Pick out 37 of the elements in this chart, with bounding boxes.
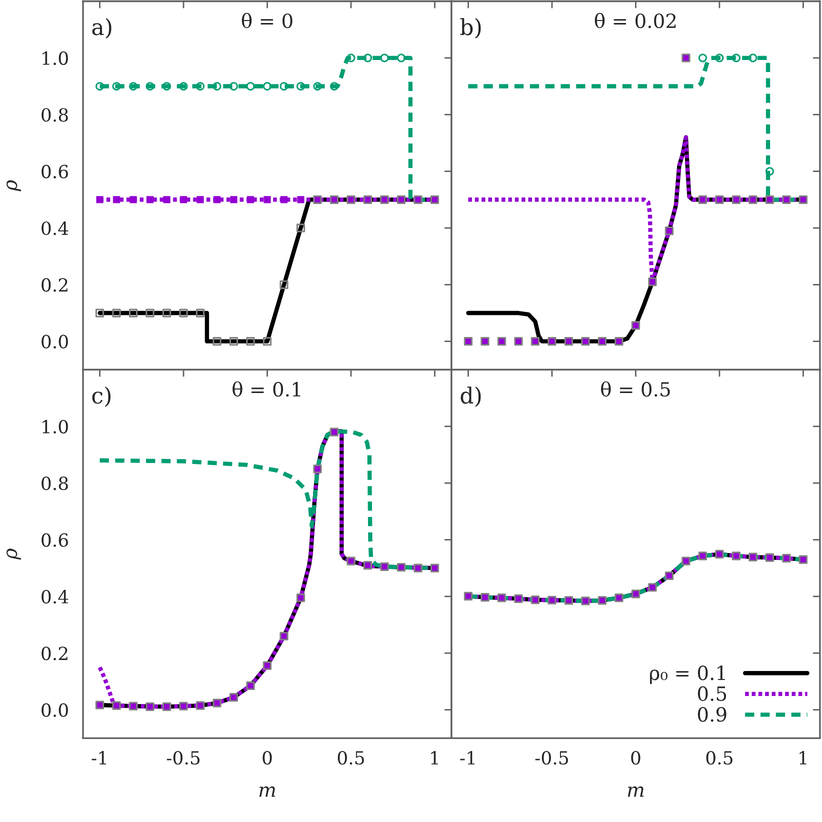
x-tick-label: 0 xyxy=(262,750,272,765)
y-tick-label: 0.8 xyxy=(42,108,68,122)
chart-title: θ = 0 xyxy=(242,12,292,28)
y-tick-label: 0.6 xyxy=(42,533,68,547)
x-tick-label: 0.5 xyxy=(338,750,364,765)
annotation: a) xyxy=(92,18,112,38)
x-tick-label: 1 xyxy=(431,750,438,764)
chart-title: θ = 0.02 xyxy=(594,12,676,28)
annotation: c) xyxy=(92,386,110,407)
x-axis-title: m xyxy=(259,786,276,797)
y-tick-label: 0.0 xyxy=(42,334,68,348)
x-tick-label: -0.5 xyxy=(535,750,568,765)
chart-title: θ = 0.5 xyxy=(601,381,670,397)
x-tick-label: 0 xyxy=(631,750,640,765)
chart-title: θ = 0.1 xyxy=(232,381,300,397)
y-tick-label: 0.8 xyxy=(42,476,68,490)
legend-label: 0.5 xyxy=(698,686,726,701)
y-tick-label: 0.0 xyxy=(42,703,68,717)
x-tick-label: -1 xyxy=(460,750,474,764)
x-tick-label: -0.5 xyxy=(166,750,200,765)
y-tick-label: 1.0 xyxy=(42,51,68,66)
x-axis-title: m xyxy=(628,786,644,797)
y-axis-title: ρ xyxy=(6,548,21,560)
x-tick-label: 1 xyxy=(800,750,806,764)
y-tick-label: 0.2 xyxy=(42,278,68,292)
legend-label: ρ₀ = 0.1 xyxy=(650,666,725,684)
y-tick-label: 0.2 xyxy=(42,646,68,660)
x-tick-label: -1 xyxy=(92,750,106,764)
y-tick-label: 1.0 xyxy=(42,420,68,434)
y-tick-label: 0.4 xyxy=(42,221,68,236)
legend-label: 0.9 xyxy=(698,707,726,722)
y-axis-title: ρ xyxy=(6,180,21,192)
x-tick-label: 0.5 xyxy=(706,750,732,765)
y-tick-label: 0.4 xyxy=(42,590,68,604)
annotation: d) xyxy=(460,386,481,407)
y-tick-label: 0.6 xyxy=(42,164,68,178)
annotation: b) xyxy=(460,18,481,38)
